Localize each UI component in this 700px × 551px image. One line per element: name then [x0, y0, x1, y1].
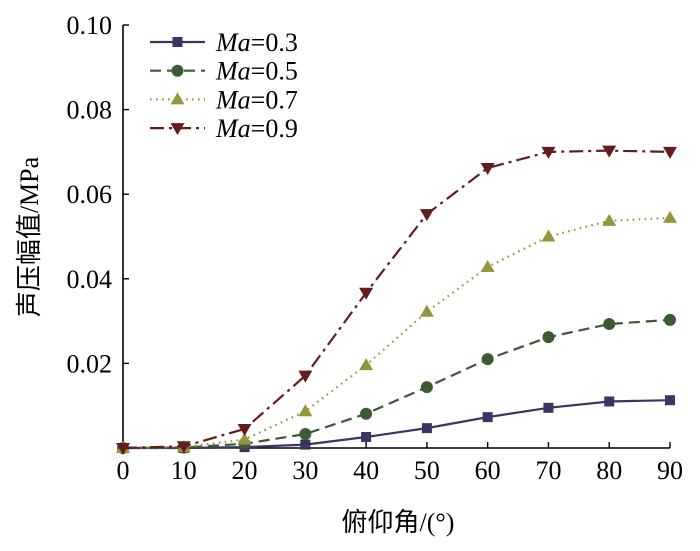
data-point [420, 381, 433, 394]
x-tick-label: 0 [117, 456, 130, 485]
legend-marker [170, 123, 185, 136]
x-tick-label: 20 [232, 456, 258, 485]
data-point [421, 423, 432, 434]
legend-marker [170, 92, 185, 105]
y-tick-label: 0.02 [67, 349, 113, 378]
x-tick-label: 50 [414, 456, 440, 485]
x-axis-title: 俯仰角/(°) [342, 508, 455, 537]
legend-label: Ma=0.5 [215, 57, 298, 86]
data-point [116, 443, 130, 455]
data-point [360, 407, 373, 420]
legend-item: Ma=0.3 [150, 28, 298, 57]
data-point [541, 229, 556, 242]
data-point [482, 412, 493, 423]
data-point [359, 358, 374, 371]
legend: Ma=0.3Ma=0.5Ma=0.7Ma=0.9 [150, 28, 298, 143]
data-point [602, 145, 617, 158]
series-line [122, 318, 671, 450]
legend-item: Ma=0.9 [150, 114, 298, 143]
data-point [543, 402, 554, 413]
y-axis-title: 声压幅值/MPa [15, 156, 44, 317]
data-point [298, 404, 313, 417]
data-point [481, 353, 494, 366]
legend-item: Ma=0.7 [150, 85, 298, 114]
data-point [480, 259, 495, 272]
y-tick-label: 0.06 [67, 180, 113, 209]
data-point [480, 162, 495, 175]
data-point [665, 395, 675, 406]
axes: 0 10 20 30 40 50 60 70 80 90 0.02 0.04 0.06 0.08 0.10 [67, 11, 684, 485]
data-point [604, 396, 615, 407]
series-ma-0-7 [116, 210, 677, 453]
x-tick-label: 90 [657, 456, 683, 485]
data-point [300, 439, 311, 450]
legend-marker [172, 37, 183, 47]
data-point [298, 370, 313, 383]
data-point [602, 213, 617, 226]
legend-marker [171, 64, 184, 77]
data-point [541, 146, 556, 159]
legend-label: Ma=0.3 [215, 28, 298, 57]
series-line [122, 149, 671, 450]
data-point [299, 428, 312, 441]
x-tick-label: 80 [596, 456, 622, 485]
data-point [359, 287, 374, 300]
data-point [664, 313, 676, 326]
data-point [542, 331, 555, 344]
legend-label: Ma=0.7 [215, 85, 298, 114]
data-point [176, 441, 191, 454]
legend-item: Ma=0.5 [150, 57, 298, 86]
x-tick-label: 60 [475, 456, 501, 485]
x-tick-label: 10 [171, 456, 197, 485]
data-point [361, 432, 372, 443]
data-point [237, 432, 252, 445]
data-point [237, 423, 252, 436]
series-ma-0-9 [116, 145, 677, 455]
plot-area [116, 145, 677, 455]
series-line [122, 216, 671, 450]
y-tick-label: 0.04 [67, 265, 113, 294]
legend-label: Ma=0.9 [215, 114, 298, 143]
series-line [123, 399, 671, 450]
data-point [603, 318, 616, 331]
y-tick-label: 0.10 [67, 11, 113, 40]
data-point [419, 304, 434, 317]
x-tick-label: 30 [292, 456, 318, 485]
x-tick-label: 70 [535, 456, 561, 485]
data-point [419, 209, 434, 222]
data-point [663, 146, 677, 159]
data-point [663, 210, 677, 223]
x-tick-label: 40 [353, 456, 379, 485]
y-tick-label: 0.08 [67, 96, 113, 125]
